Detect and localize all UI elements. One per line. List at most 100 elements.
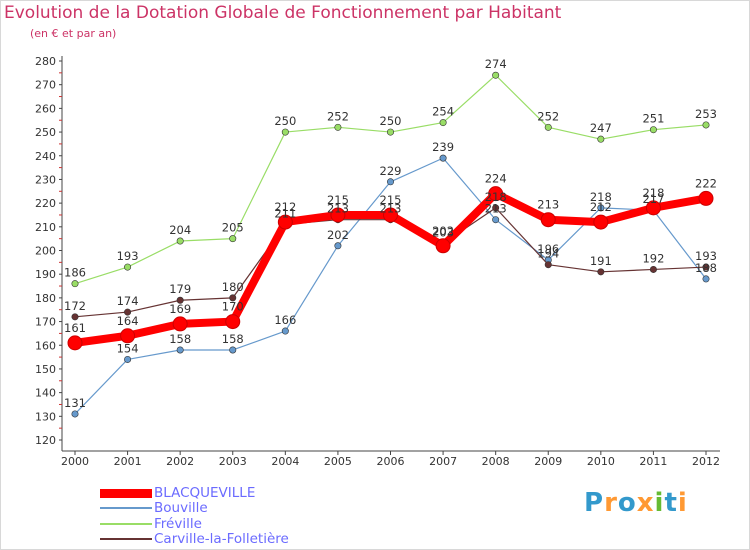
y-tick-label: 280 xyxy=(35,55,56,68)
data-point xyxy=(71,410,79,418)
legend-swatch-bouville xyxy=(100,507,152,509)
data-label: 172 xyxy=(64,299,86,313)
data-point xyxy=(124,355,132,363)
data-label: 191 xyxy=(590,254,612,268)
legend-item-freville: Fréville xyxy=(100,516,202,532)
logo-letter: i xyxy=(677,488,688,518)
data-point xyxy=(702,121,710,129)
data-label: 161 xyxy=(64,321,86,335)
data-label: 202 xyxy=(327,228,349,242)
x-tick-label: 2001 xyxy=(114,455,142,468)
data-point xyxy=(386,178,394,186)
x-tick-label: 2010 xyxy=(587,455,615,468)
x-tick-label: 2005 xyxy=(324,455,352,468)
data-point xyxy=(649,126,657,134)
data-point xyxy=(176,237,184,245)
y-tick-label: 170 xyxy=(35,316,56,329)
data-point xyxy=(649,265,657,273)
data-point xyxy=(120,328,136,344)
data-point xyxy=(229,346,237,354)
data-point xyxy=(597,268,605,276)
legend-item-carville: Carville-la-Folletière xyxy=(100,531,289,547)
y-tick-label: 180 xyxy=(35,292,56,305)
x-tick-label: 2008 xyxy=(482,455,510,468)
data-label: 158 xyxy=(169,332,191,346)
data-point xyxy=(71,280,79,288)
y-tick-label: 240 xyxy=(35,150,56,163)
chart-subtitle: (en € et par an) xyxy=(30,27,117,40)
data-point xyxy=(124,263,132,271)
data-label: 213 xyxy=(380,202,402,216)
data-point xyxy=(488,186,504,202)
data-label: 211 xyxy=(274,206,296,220)
data-point xyxy=(597,135,605,143)
data-label: 222 xyxy=(695,176,717,190)
data-label: 192 xyxy=(642,251,664,265)
legend-swatch-freville xyxy=(100,523,152,525)
chart-title: Evolution de la Dotation Globale de Fonc… xyxy=(4,3,562,23)
y-tick-label: 210 xyxy=(35,221,56,234)
legend-label-freville: Fréville xyxy=(154,516,202,532)
data-point xyxy=(124,308,132,316)
data-point xyxy=(176,346,184,354)
x-tick-label: 2012 xyxy=(692,455,720,468)
data-label: 213 xyxy=(485,202,507,216)
data-label: 250 xyxy=(380,114,402,128)
data-label: 158 xyxy=(222,332,244,346)
data-label: 193 xyxy=(695,249,717,263)
data-label: 204 xyxy=(169,223,191,237)
legend-swatch-blacqueville xyxy=(100,488,152,498)
data-point xyxy=(225,314,241,330)
legend-label-carville: Carville-la-Folletière xyxy=(154,531,289,547)
y-tick-label: 250 xyxy=(35,126,56,139)
data-point xyxy=(71,313,79,321)
data-point xyxy=(702,275,710,283)
data-point xyxy=(281,327,289,335)
legend-swatch-carville xyxy=(100,538,152,540)
y-tick-label: 260 xyxy=(35,102,56,115)
y-tick-label: 220 xyxy=(35,197,56,210)
y-tick-label: 230 xyxy=(35,173,56,186)
data-label: 164 xyxy=(117,314,139,328)
proxiti-logo: Proxiti xyxy=(584,488,688,518)
y-tick-label: 140 xyxy=(35,387,56,400)
x-tick-label: 2002 xyxy=(166,455,194,468)
data-point xyxy=(229,294,237,302)
logo-letter: o xyxy=(617,488,637,518)
y-tick-label: 270 xyxy=(35,79,56,92)
data-point xyxy=(540,212,556,228)
data-point xyxy=(492,204,500,212)
data-label: 215 xyxy=(327,193,349,207)
y-tick-label: 190 xyxy=(35,268,56,281)
y-tick-label: 160 xyxy=(35,339,56,352)
logo-letter: t xyxy=(664,488,678,518)
legend-label-bouville: Bouville xyxy=(154,500,208,516)
y-tick-label: 200 xyxy=(35,245,56,258)
data-point xyxy=(277,214,293,230)
x-tick-label: 2011 xyxy=(639,455,667,468)
data-label: 218 xyxy=(642,186,664,200)
y-tick-label: 150 xyxy=(35,363,56,376)
data-label: 239 xyxy=(432,140,454,154)
data-label: 166 xyxy=(274,313,296,327)
data-label: 170 xyxy=(222,300,244,314)
data-label: 174 xyxy=(117,294,139,308)
x-tick-label: 2007 xyxy=(429,455,457,468)
data-point xyxy=(67,335,83,351)
data-point xyxy=(386,128,394,136)
data-label: 203 xyxy=(432,225,454,239)
data-label: 154 xyxy=(117,341,139,355)
data-point xyxy=(176,296,184,304)
legend-label-blacqueville: BLACQUEVILLE xyxy=(154,485,256,501)
data-label: 179 xyxy=(169,282,191,296)
data-label: 205 xyxy=(222,221,244,235)
logo-letter: i xyxy=(654,488,665,518)
legend-item-bouville: Bouville xyxy=(100,500,208,516)
data-label: 254 xyxy=(432,105,454,119)
data-label: 186 xyxy=(64,266,86,280)
data-label: 229 xyxy=(380,164,402,178)
data-label: 213 xyxy=(327,202,349,216)
data-point xyxy=(383,207,398,223)
data-point xyxy=(593,214,609,230)
